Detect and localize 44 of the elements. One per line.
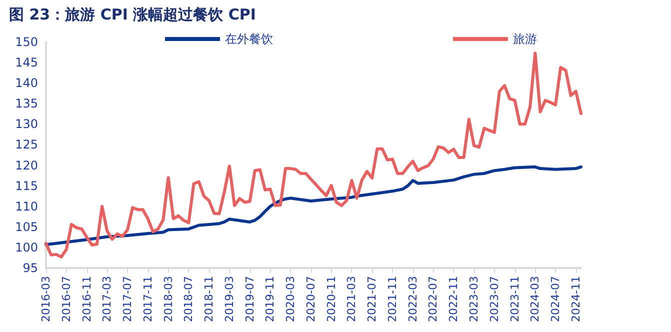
legend-label: 在外餐饮 [225,32,273,46]
x-tick-label: 2022-03 [406,276,420,322]
x-tick-label: 2017-11 [141,276,154,322]
y-tick-label: 125 [15,138,38,152]
y-tick-label: 145 [15,56,38,70]
x-tick-label: 2020-03 [284,276,298,322]
y-tick-label: 140 [15,76,38,90]
y-tick-label: 130 [15,117,38,132]
y-tick-label: 135 [15,96,38,111]
x-tick-label: 2016-07 [60,276,73,322]
x-tick-label: 2016-11 [80,276,94,322]
x-tick-label: 2024-03 [528,276,542,322]
line-series [44,165,582,246]
x-tick-label: 2017-07 [121,276,134,322]
x-tick-label: 2019-11 [264,276,277,322]
y-tick-label: 100 [15,240,38,254]
x-tick-label: 2022-11 [447,276,460,322]
x-tick-label: 2018-03 [162,276,175,322]
x-tick-label: 2019-07 [243,276,256,322]
x-tick-label: 2021-07 [366,276,379,322]
x-tick-label: 2024-07 [549,276,562,322]
y-tick-label: 105 [15,220,38,234]
y-tick-label: 120 [15,158,38,172]
x-tick-label: 2024-11 [569,276,582,322]
y-tick-label: 115 [15,178,38,193]
y-tick-label: 95 [22,261,38,275]
x-tick-label: 2020-07 [304,276,318,322]
x-tick-label: 2021-11 [386,276,399,322]
legend-label: 旅游 [513,32,537,46]
y-tick-label: 110 [15,199,38,214]
x-tick-label: 2021-03 [345,276,358,322]
y-tick-label: 150 [15,35,38,49]
line-series [44,52,582,258]
x-tick-label: 2023-07 [488,276,501,322]
chart-title: 图 23：旅游 CPI 涨幅超过餐饮 CPI [9,6,256,24]
x-tick-label: 2023-03 [468,276,480,322]
x-tick-label: 2016-03 [40,276,52,322]
x-tick-label: 2018-11 [202,276,216,322]
x-tick-label: 2017-03 [100,276,114,322]
x-tick-label: 2023-11 [508,276,522,322]
x-tick-label: 2018-07 [182,276,196,322]
x-tick-label: 2019-03 [222,276,236,322]
x-tick-label: 2022-07 [426,276,440,322]
x-tick-label: 2020-11 [324,276,338,322]
